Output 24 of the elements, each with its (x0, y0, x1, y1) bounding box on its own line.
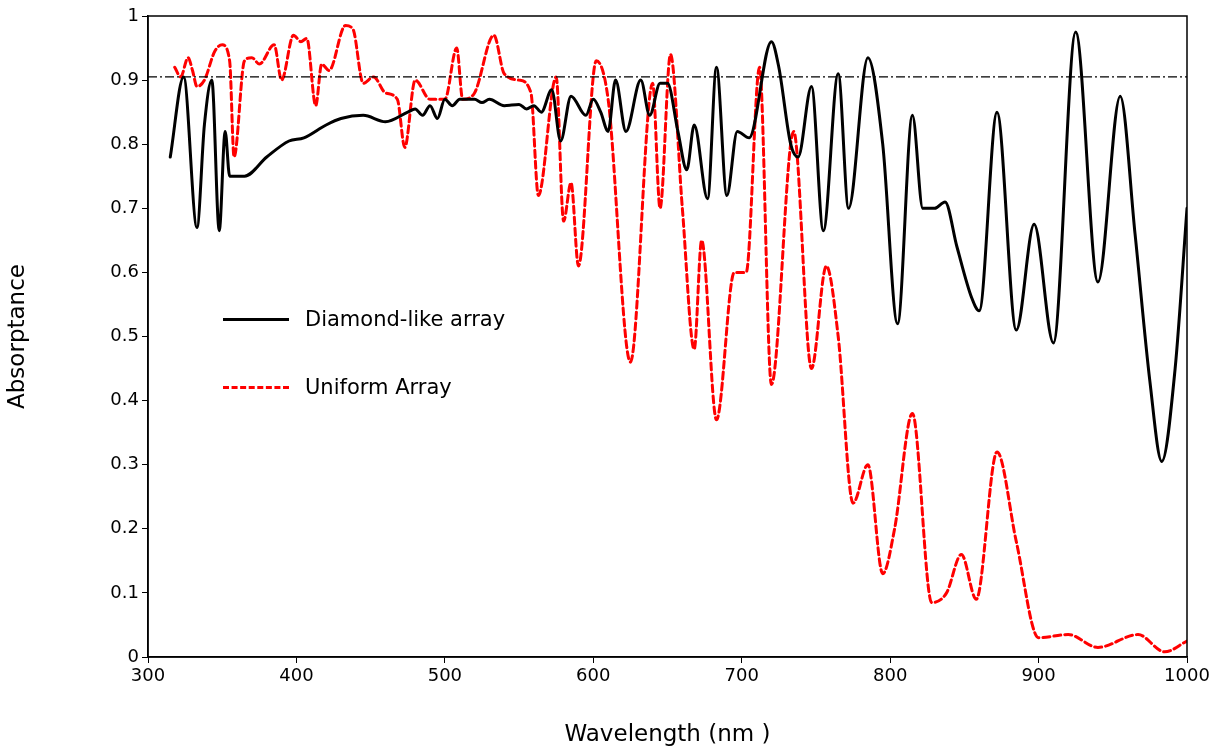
x-tick-label: 500 (427, 664, 463, 686)
x-tick-label: 1000 (1164, 664, 1210, 686)
y-tick-label: 0.5 (110, 324, 139, 346)
x-tick-label: 600 (576, 664, 611, 686)
x-tick-label: 400 (279, 664, 314, 686)
y-tick-label: 0.6 (110, 260, 139, 282)
legend-label: Diamond-like array (305, 307, 506, 331)
y-tick-label: 0.4 (110, 388, 139, 410)
y-tick-label: 0.8 (110, 131, 139, 153)
legend-label: Uniform Array (305, 375, 452, 399)
y-axis-title: Absorptance (2, 264, 29, 409)
line-series (173, 24, 1187, 654)
y-tick-label: 0.9 (110, 67, 139, 89)
y-tick-label: 0.3 (110, 452, 139, 474)
y-tick-label: 0.2 (110, 516, 139, 538)
x-tick-label: 300 (130, 664, 166, 686)
x-axis-title: Wavelength (nm ) (564, 720, 771, 747)
x-tick-label: 800 (872, 664, 908, 686)
y-tick-label: 1 (127, 3, 139, 25)
x-tick-label: 700 (724, 664, 759, 686)
x-tick-label: 900 (1021, 664, 1056, 686)
y-tick-label: 0 (127, 644, 139, 666)
y-tick-label: 0.1 (110, 580, 139, 602)
y-tick-label: 0.7 (110, 195, 139, 217)
